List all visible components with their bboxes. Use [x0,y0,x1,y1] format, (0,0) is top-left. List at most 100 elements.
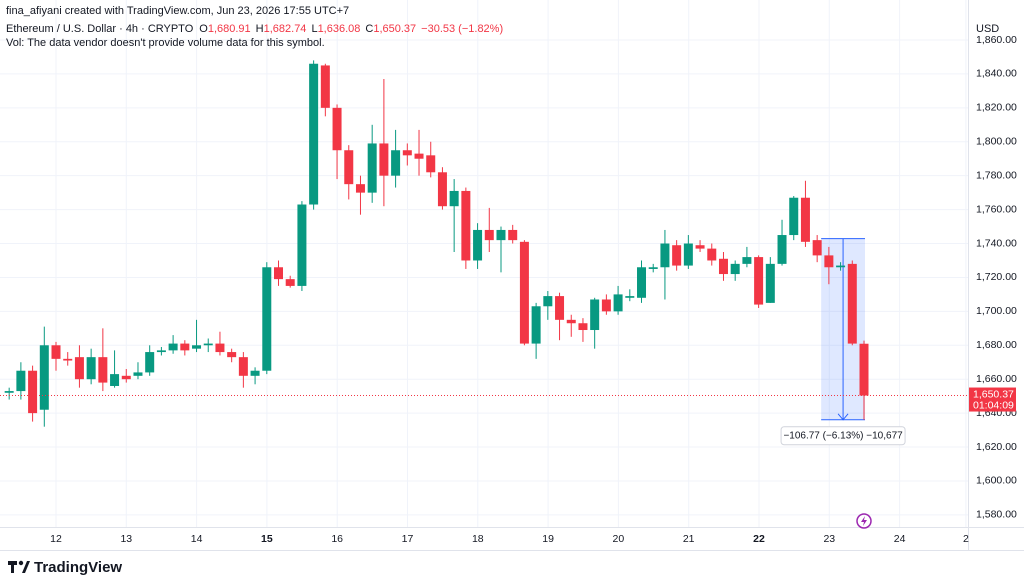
legend-key: C [365,23,373,35]
candle-body [508,229,518,241]
candle-body [121,375,131,380]
candle-body [110,374,120,386]
candle-body [180,343,190,351]
x-tick-label: 15 [261,533,273,545]
brand-logo [8,560,30,573]
legend-value: 1,680.91 [208,23,251,35]
candle-body [414,153,424,159]
candle-body [262,267,272,371]
x-tick-label: 19 [542,533,554,545]
y-tick-label: 1,840.00 [976,68,1017,80]
candle-body [203,343,213,346]
y-tick-label: 1,800.00 [976,136,1017,148]
candle-body [566,319,576,324]
candle-body [625,296,635,298]
x-tick-label: 21 [683,533,695,545]
plot: −106.77 (−6.13%) −10,677 [0,60,968,446]
candle-body [590,299,600,331]
candle-body [98,357,108,383]
candle-body [683,243,693,266]
countdown: 01:04:09 [973,399,1014,411]
candle-body [74,357,84,380]
candle-body [227,352,237,358]
y-tick-label: 1,740.00 [976,237,1017,249]
y-tick-label: 1,820.00 [976,102,1017,114]
candle-body [449,190,459,207]
candle-body [777,235,787,264]
candle-body [355,184,365,193]
candle-body [543,296,553,307]
candle-body [250,370,260,376]
candle-body [391,150,401,176]
candle-body [437,172,447,207]
legend-key: H [256,23,264,35]
candle-body [28,370,38,414]
candle-body [309,63,319,205]
y-tick-label: 1,760.00 [976,203,1017,215]
legend-symbol: Ethereum / U.S. Dollar · 4h · CRYPTO [6,23,194,35]
x-tick-label: 2 [963,533,969,545]
candle-body [660,243,670,268]
candle-body [285,279,295,286]
candle-body [274,267,283,280]
legend-value: 1,650.37 [373,23,416,35]
candle-body [555,296,565,320]
y-tick-label: 1,700.00 [976,305,1017,317]
last-price-label: 1,650.37 [973,388,1014,400]
candle-body [484,229,494,241]
legend-value: 1,636.08 [318,23,361,35]
y-tick-label: 1,620.00 [976,441,1017,453]
y-tick-label: 1,660.00 [976,373,1017,385]
candle-body [859,343,869,396]
candle-body [133,372,143,376]
candle-body [765,263,775,303]
candle-body [800,197,810,242]
candle-body [754,257,764,305]
candle-body [578,323,588,331]
x-tick-label: 14 [191,533,203,545]
y-tick-label: 1,720.00 [976,271,1017,283]
attribution: fina_afiyani created with TradingView.co… [6,5,349,17]
candle-body [238,357,248,376]
y-tick-label: 1,860.00 [976,34,1017,46]
volume-note: Vol: The data vendor doesn't provide vol… [6,37,325,49]
candle-body [496,229,506,241]
candle-body [39,345,49,410]
x-tick-label: 16 [331,533,343,545]
candle-body [730,263,740,275]
measure-label: −106.77 (−6.13%) −10,677 [783,430,903,441]
legend-change: −30.53 (−1.82%) [421,23,503,35]
candle-body [320,65,330,108]
candle-body [402,150,412,156]
candle-body [672,245,682,266]
candle-body [379,143,389,176]
candle-body [367,143,377,193]
candle-body [601,299,611,312]
candle-body [613,294,623,312]
legend-key: L [311,23,317,35]
candle-body [63,358,73,361]
candle-body [519,241,529,344]
currency: USD [976,23,999,35]
last-price-box [969,387,1016,412]
candle-body [145,352,155,373]
legend-value: 1,682.74 [264,23,307,35]
brand: TradingView [34,559,122,576]
candle-body [812,240,822,256]
candle-body [4,391,14,393]
candle-body [637,267,647,298]
candle-body [215,343,225,353]
measure-label-box [780,426,906,446]
candle-body [192,345,202,349]
candle-body [718,258,728,275]
candle-body [824,255,834,268]
candle-body [531,306,541,344]
x-tick-label: 22 [753,533,765,545]
candle-body [86,357,96,380]
candle-body [473,229,483,261]
candle-body [51,345,61,359]
legend: Ethereum / U.S. Dollar · 4h · CRYPTO O1,6… [6,23,503,35]
candle-body [297,204,307,286]
